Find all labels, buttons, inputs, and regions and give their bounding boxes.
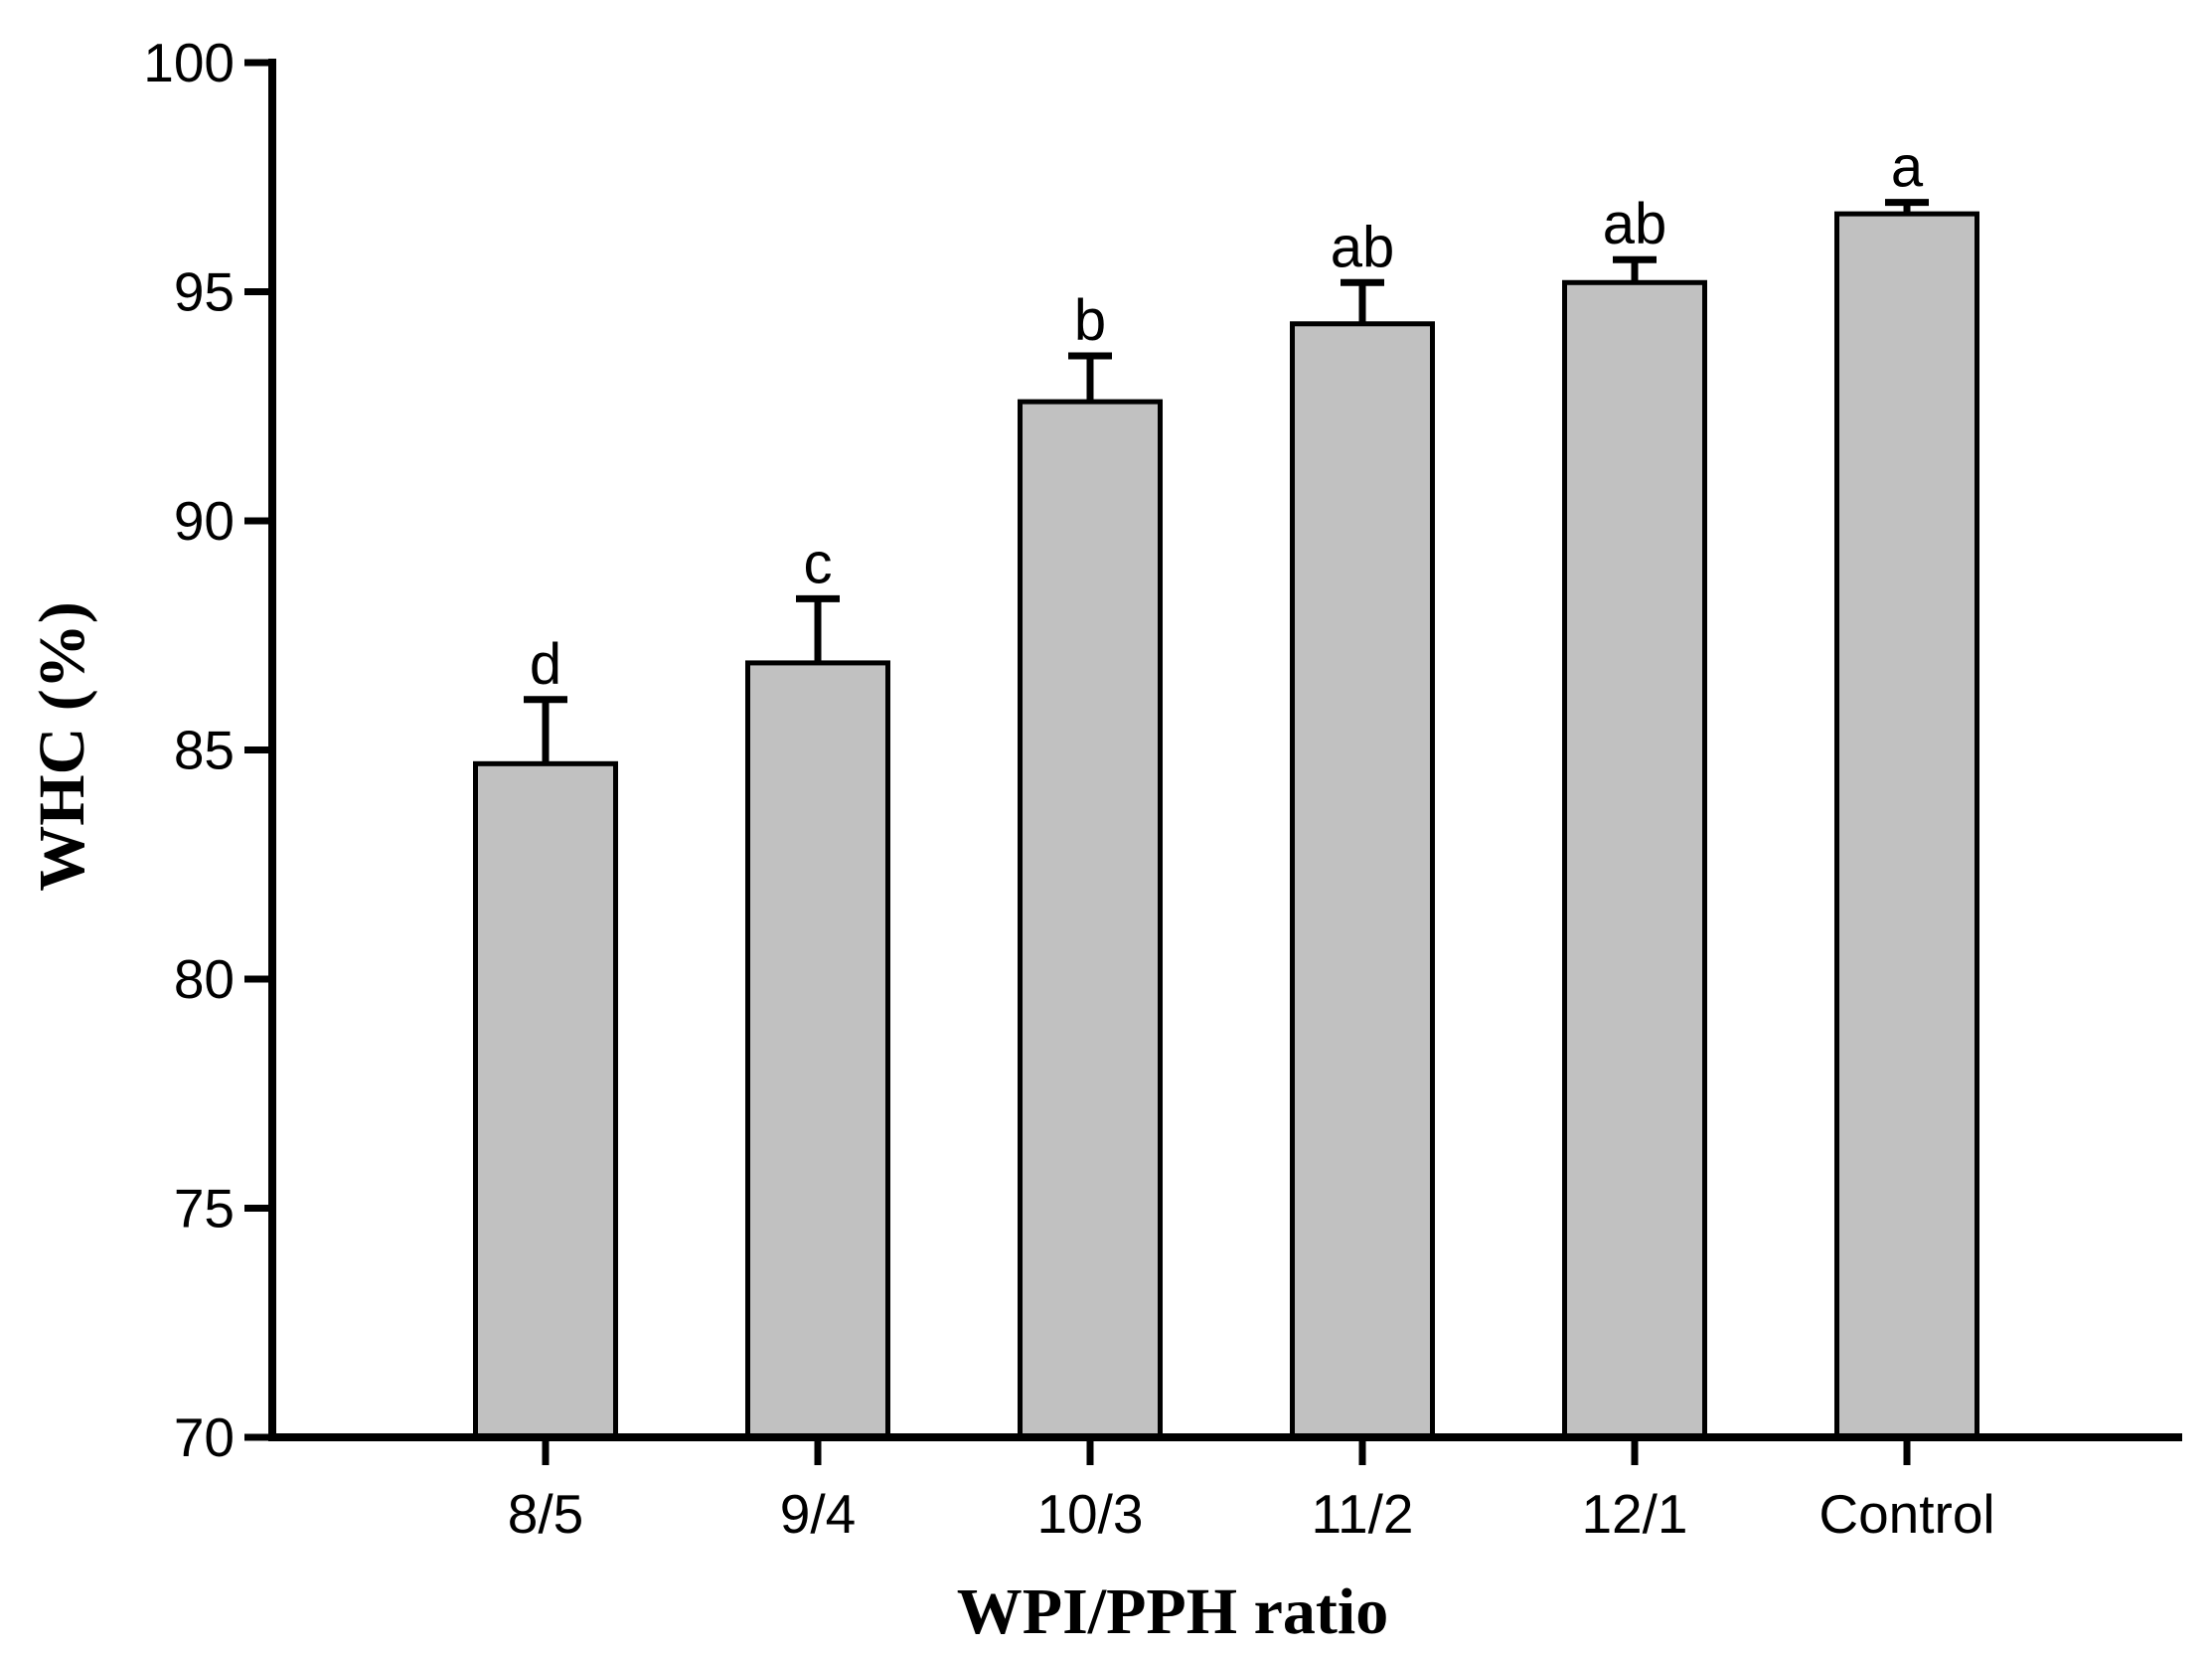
bar xyxy=(1018,399,1163,1440)
y-axis-title: WHC (%) xyxy=(26,601,98,891)
x-tick-label: 11/2 xyxy=(1312,1483,1414,1545)
significance-letter: ab xyxy=(1331,215,1395,279)
significance-letter: b xyxy=(1074,288,1106,353)
y-tick-label: 75 xyxy=(174,1178,235,1240)
significance-letter: a xyxy=(1891,135,1924,200)
y-tick-label: 100 xyxy=(143,32,235,93)
x-tick-label: 12/1 xyxy=(1581,1483,1687,1545)
y-tick-label: 90 xyxy=(174,490,235,552)
significance-letter: c xyxy=(804,531,833,595)
bar xyxy=(1562,279,1707,1440)
bar xyxy=(1834,211,1979,1440)
bar xyxy=(473,760,618,1440)
y-tick-label: 85 xyxy=(174,720,235,781)
x-tick-label: Control xyxy=(1818,1483,1994,1545)
x-axis-title: WPI/PPH ratio xyxy=(957,1575,1388,1648)
significance-letter: ab xyxy=(1603,192,1667,256)
bar xyxy=(1290,321,1435,1440)
x-tick-label: 9/4 xyxy=(780,1483,856,1545)
y-tick-label: 70 xyxy=(174,1406,235,1468)
y-tick-label: 95 xyxy=(174,261,235,323)
x-tick-label: 10/3 xyxy=(1036,1483,1143,1545)
significance-letter: d xyxy=(530,632,561,697)
plot-area: d 8/5 c 9/4 b 10/3 ab 11/2 ab 12/1 a Control 70 75 80 8… xyxy=(143,32,2182,1545)
y-tick-label: 80 xyxy=(174,948,235,1010)
x-tick-label: 8/5 xyxy=(508,1483,583,1545)
bar xyxy=(745,660,890,1440)
